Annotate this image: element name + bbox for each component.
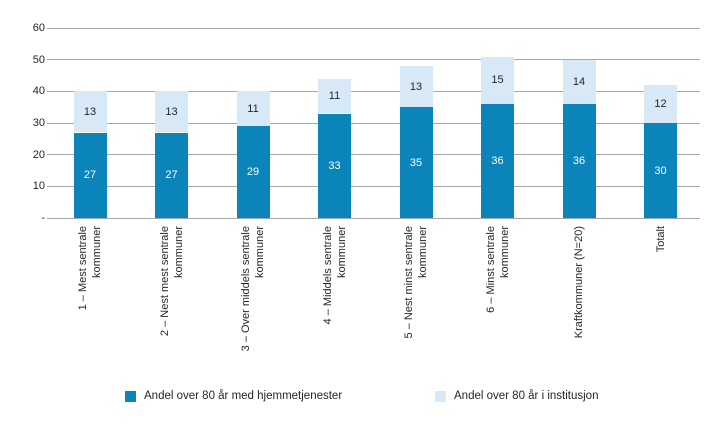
bar-value-label: 13 [409, 80, 423, 93]
y-axis-tick-label: 30 [32, 117, 45, 129]
bar-segment [318, 113, 351, 218]
bar-segment [73, 91, 107, 133]
bar-value-label: 11 [247, 102, 259, 115]
bar-segment [644, 123, 677, 218]
bar-value-label: 27 [165, 169, 178, 182]
bar-segment [481, 56, 514, 104]
gridline [47, 90, 700, 92]
y-axis-tick-label: 40 [32, 85, 45, 98]
gridline [47, 185, 700, 187]
bar-value-label: 33 [328, 159, 341, 172]
x-axis-category-label: 1 – Mest sentrale kommuner [77, 226, 103, 311]
x-axis-category-label: 3 – Over middels sentrale kommuner [240, 226, 266, 352]
gridline [47, 27, 700, 29]
bar-segment [155, 91, 188, 133]
bar-segment [236, 126, 270, 218]
x-axis-category-label: 6 – Minst sentrale kommuner [484, 226, 511, 313]
x-axis-category-label: Kraftkommuner (N=20) [573, 226, 585, 339]
bar-value-label: 12 [654, 98, 667, 110]
bar-value-label: 36 [491, 155, 504, 167]
x-axis-category-label: 2 – Nest mest sentrale kommuner [158, 226, 185, 337]
legend-label-institusjon: Andel over 80 år i institusjon [454, 390, 599, 402]
bar-segment [481, 104, 514, 218]
chart-legend: Andel over 80 år med hjemmetjenester And… [0, 388, 719, 412]
bar-segment [562, 104, 596, 218]
bar-value-label: 30 [654, 164, 667, 177]
bar-value-label: 27 [83, 169, 97, 182]
bar-value-label: 29 [246, 166, 260, 179]
y-axis-tick-label: - [41, 212, 45, 224]
bar-segment [318, 78, 351, 114]
bar-value-label: 15 [491, 74, 504, 87]
bar-segment [562, 59, 596, 104]
bar-segment [399, 66, 433, 108]
y-axis-tick-label: 50 [32, 53, 45, 66]
bar-segment [236, 91, 270, 127]
gridline [47, 154, 700, 156]
bar-value-label: 36 [572, 155, 586, 167]
gridline [47, 59, 700, 61]
bar-segment [399, 107, 433, 218]
gridline [47, 217, 700, 219]
y-axis-tick-label: 20 [32, 148, 45, 161]
legend-label-hjemmetjenester: Andel over 80 år med hjemmetjenester [144, 390, 343, 402]
bar-value-label: 14 [572, 75, 586, 88]
legend-swatch-institusjon [435, 390, 446, 402]
gridline [47, 122, 700, 124]
bar-value-label: 35 [409, 156, 423, 169]
bar-segment [155, 132, 188, 218]
bar-value-label: 11 [328, 90, 341, 103]
legend-item-hjemmetjenester: Andel over 80 år med hjemmetjenester [125, 390, 342, 402]
y-axis-tick-label: 60 [32, 22, 45, 34]
x-axis-category-label: Totalt [654, 226, 667, 253]
bar-value-label: 13 [83, 105, 97, 118]
bar-segment [644, 85, 677, 123]
y-axis-tick-label: 10 [32, 180, 45, 193]
x-axis-category-label: 5 – Nest minst sentrale kommuner [403, 226, 429, 339]
bar-value-label: 13 [165, 105, 178, 118]
x-axis-category-label: 4 – Middels sentrale kommuner [321, 226, 348, 325]
bar-segment [73, 132, 107, 218]
legend-swatch-hjemmetjenester [125, 390, 136, 402]
legend-item-institusjon: Andel over 80 år i institusjon [435, 390, 598, 402]
